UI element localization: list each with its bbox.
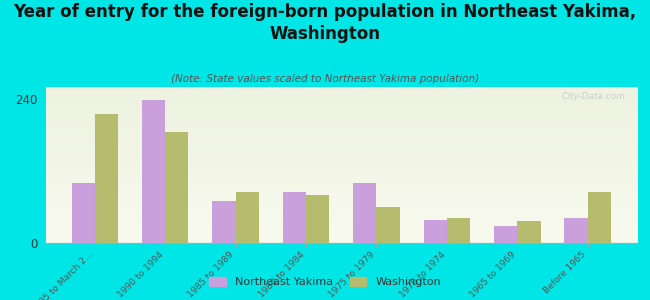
Bar (424, 220, 447, 243)
Bar (306, 195, 330, 243)
Bar (235, 192, 259, 243)
Text: City-Data.com: City-Data.com (561, 92, 625, 101)
Bar (165, 132, 188, 243)
Bar (142, 100, 165, 243)
Bar (353, 183, 376, 243)
Bar (95, 114, 118, 243)
Text: Year of entry for the foreign-born population in Northeast Yakima,
Washington: Year of entry for the foreign-born popul… (14, 3, 636, 43)
Bar (376, 207, 400, 243)
Bar (588, 192, 611, 243)
Bar (494, 226, 517, 243)
Bar (447, 218, 470, 243)
Bar (564, 218, 588, 243)
Bar (213, 201, 235, 243)
Bar (72, 183, 95, 243)
Bar (283, 192, 306, 243)
Bar (517, 221, 541, 243)
Text: (Note: State values scaled to Northeast Yakima population): (Note: State values scaled to Northeast … (171, 74, 479, 83)
Legend: Northeast Yakima, Washington: Northeast Yakima, Washington (205, 272, 445, 291)
